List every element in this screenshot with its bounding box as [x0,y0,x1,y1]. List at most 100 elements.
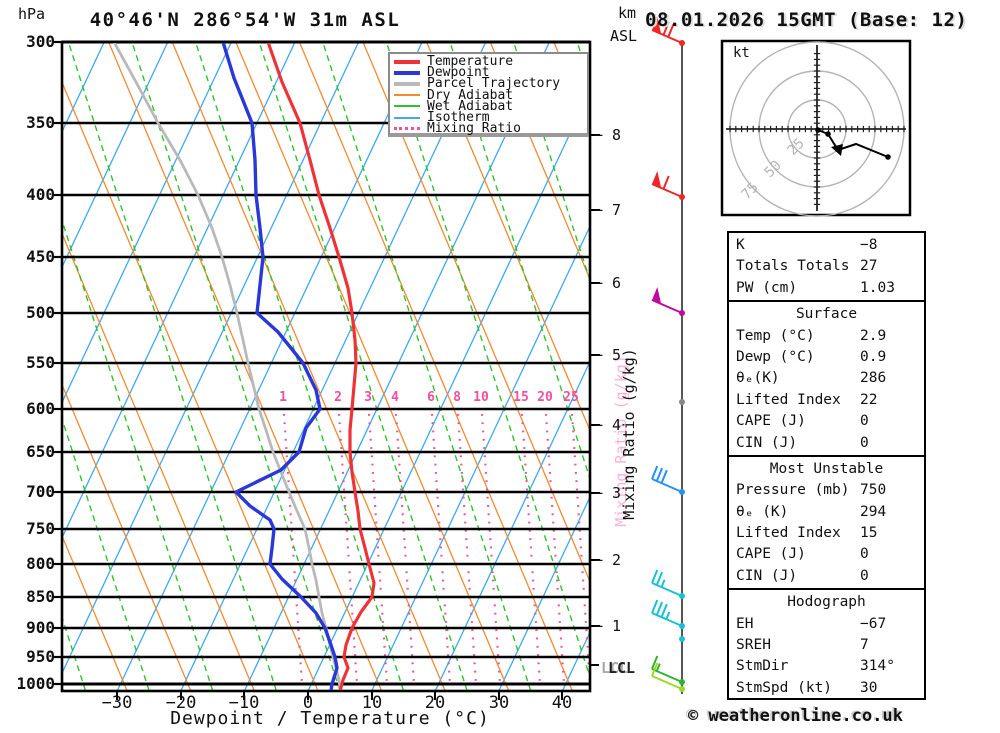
table-cell-label: EH [736,615,754,632]
grid-line [63,83,319,690]
temp-tick-label: −10 [228,693,260,713]
table-cell-value: 2.9 [860,327,887,344]
mixing-ratio-line [337,413,359,685]
pressure-label: 700 [26,482,55,501]
mixing-ratio-value-label: 2 [334,390,342,405]
table-section-header: Hodograph [787,594,866,611]
grid-line [63,43,232,402]
table-cell-label: Temp (°C) [736,327,815,344]
grid-line [63,385,192,690]
mixing-ratio-axis-label: Mixing Ratio (g/kg) [620,348,638,520]
mixing-ratio-value-label: 6 [427,390,435,405]
wind-barb [651,465,685,495]
x-axis-title: Dewpoint / Temperature (°C) [170,708,490,729]
table-cell-label: CAPE (J) [736,546,806,563]
legend-label: Wet Adiabat [427,98,514,114]
table-cell-value: 27 [860,258,878,275]
pressure-label: 400 [26,185,55,204]
mixing-ratio-value-label: 20 [537,390,553,405]
table-row: SREH 7 [729,635,924,656]
grid-line [63,43,169,267]
grid-line [116,43,423,690]
table-row: K −8 [729,235,924,256]
mixing-ratio-line [570,413,589,685]
wind-barb [651,599,685,629]
grid-line [235,43,510,690]
pressure-label: 300 [26,32,55,51]
legend-swatch-wet-adiabat [394,105,420,108]
wind-barb [679,636,685,642]
grid-line [244,43,550,690]
table-cell-value: 294 [860,503,887,520]
legend-entry: Mixing Ratio [394,122,587,135]
table-row: CIN (J) 0 [729,433,924,454]
table-row: θₑ (K) 294 [729,502,924,523]
grid-line [180,43,487,690]
grid-line [63,234,255,690]
table-cell-value: 0 [860,413,869,430]
legend-entry: Wet Adiabat [394,98,587,114]
km-tick-label: − 3 [594,484,622,502]
table-cell-label: Pressure (mb) [736,482,850,499]
table-row: CIN (J) 0 [729,566,924,587]
run-datetime: 08.01.2026 15GMT (Base: 12) [645,9,968,31]
temp-tick-label: −20 [165,693,197,713]
wind-barb [651,171,685,200]
table-row: StmDir 314° [729,656,924,677]
legend-entry: Temperature [394,55,587,68]
table-cell-value: 30 [860,679,878,696]
mixing-ratio-line [430,413,452,685]
mixing-ratio-value-label: 4 [391,390,399,405]
grid-line [322,43,532,690]
grid-line [131,43,341,690]
table-section: K −8 Totals Totals 27 PW (cm) 1.03 [729,233,924,300]
grid-line [362,43,589,581]
legend-swatch-parcel-trajectory [394,81,420,86]
pressure-label: 850 [26,587,55,606]
mixing-ratio-line [367,413,389,685]
mixing-ratio-line [456,413,478,685]
grid-line [67,43,277,690]
grid-line [371,226,589,690]
pressure-label: 650 [26,442,55,461]
temp-tick-label: 40 [551,693,573,713]
table-section-header: Surface [795,306,858,323]
legend-swatch-mixing-ratio [394,127,420,131]
lcl-marker-echo: LCL [601,659,629,677]
km-tick-label: − 8 [594,126,622,144]
temp-tick-label: 10 [361,693,383,713]
legend-swatch-dewpoint [394,70,420,75]
pressure-label: 550 [26,353,55,372]
table-cell-value: 0 [860,434,869,451]
hodograph-unit: kt [733,45,750,61]
legend-label: Isotherm [427,110,490,126]
km-tick-label: − 2 [594,551,622,569]
copyright-watermark: © weatheronline.co.uk [688,706,903,726]
table-cell-label: CAPE (J) [736,413,806,430]
mixing-ratio-line [480,413,502,685]
km-tick-label: − 6 [594,274,622,292]
temp-tick-label: 20 [424,693,446,713]
table-cell-value: 314° [860,658,895,675]
mixing-ratio-line [520,413,542,685]
asl-axis-unit: ASL [610,27,638,45]
pressure-label: 1000 [16,674,55,693]
grid-line [258,43,468,690]
pressure-label: 950 [26,647,55,666]
pressure-label: 500 [26,303,55,322]
lcl-marker: LCL [608,659,636,677]
mixing-ratio-value-label: 1 [279,390,287,405]
hodograph-arrowhead [831,144,843,156]
km-tick-label: − 7 [594,201,622,219]
table-cell-label: K [736,237,745,253]
grid-line [513,43,589,280]
legend-entry: Isotherm [394,110,587,126]
grid-line [489,43,589,279]
temp-tick-label: 30 [488,693,510,713]
grid-line [299,43,573,690]
km-tick-label: − 5 [594,346,622,364]
grid-line [171,43,446,690]
grid-line [434,362,589,690]
